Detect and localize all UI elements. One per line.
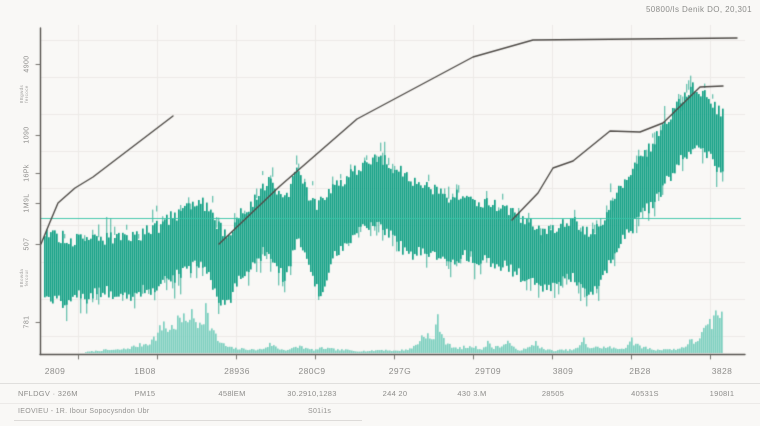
y-axis-label: 1090: [23, 126, 31, 144]
x-axis-label: 1B08: [134, 366, 156, 376]
x-axis-label: 3828: [711, 366, 733, 376]
y-axis-label: 8Bgwds fercoce: [18, 84, 29, 104]
x-axis-label: 280C9: [298, 366, 326, 376]
y-axis-label: 507: [23, 237, 31, 251]
footer-stat-value: NFLDGV · 326M: [18, 389, 78, 398]
y-axis-label: 781: [23, 315, 31, 329]
x-axis-label: 2B28: [629, 366, 651, 376]
footer-stat-value: PM15: [134, 389, 156, 398]
footer-stat-value: 28505: [541, 389, 565, 398]
footer-stat-value: 430 3.M: [457, 389, 487, 398]
footer-legend-label: IEOVIEU - 1R. Ibour Sopocysndon Ubr: [18, 408, 150, 415]
x-axis-label: 3809: [552, 366, 574, 376]
footer-divider-middle: [0, 403, 760, 404]
y-axis-label: 4900: [23, 55, 31, 73]
footer-stat-value: 1908I1: [709, 389, 735, 398]
x-axis-label: 28936: [224, 366, 250, 376]
y-axis-label: 8Bowda fercour: [18, 268, 29, 288]
footer-stat-value: 458lEM: [218, 389, 246, 398]
footer-divider-bottom: [14, 420, 362, 421]
x-axis-label: 2809: [44, 366, 66, 376]
y-axis-label: 1M9L: [23, 193, 31, 213]
footer-stat-value: 40531S: [631, 389, 659, 398]
y-axis-label: 16Pk: [23, 164, 31, 182]
x-axis-label: 29T09: [474, 366, 502, 376]
footer-legend-value: S01i1s: [308, 408, 332, 415]
footer-divider-top: [0, 383, 760, 384]
footer-stat-value: 30.2910,1283: [287, 389, 337, 398]
x-axis-label: 297G: [388, 366, 412, 376]
footer-stat-value: 244 20: [382, 389, 408, 398]
chart-title: 50800/ls Denik DO, 20,301: [645, 5, 752, 14]
